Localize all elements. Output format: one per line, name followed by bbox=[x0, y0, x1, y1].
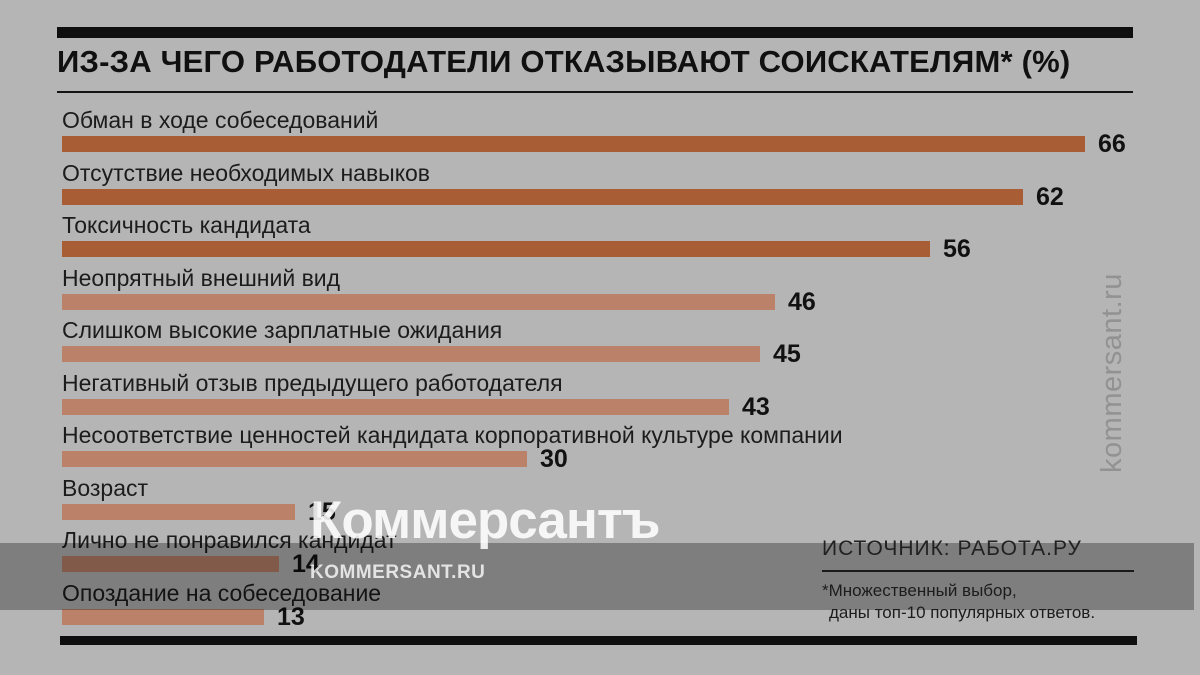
bar-label: Негативный отзыв предыдущего работодател… bbox=[62, 370, 563, 396]
footnote: *Множественный выбор, даны топ-10 популя… bbox=[822, 580, 1134, 624]
bar-row: Опоздание на собеседование 13 bbox=[0, 580, 1200, 633]
kommersant-logo-watermark: Коммерсантъ bbox=[310, 491, 660, 550]
title-underline bbox=[57, 91, 1133, 93]
bar bbox=[62, 189, 1023, 205]
bar-label: Неопрятный внешний вид bbox=[62, 265, 341, 291]
bar bbox=[62, 136, 1085, 152]
bar-label: Опоздание на собеседование bbox=[62, 580, 382, 606]
bar-row: Слишком высокие зарплатные ожидания 45 bbox=[0, 317, 1200, 370]
bar-chart: Обман в ходе собеседований 66 Отсутствие н… bbox=[0, 107, 1200, 637]
bar-label: Отсутствие необходимых навыков bbox=[62, 160, 431, 186]
bar-row: Возраст 15 bbox=[0, 475, 1200, 528]
bottom-rule bbox=[60, 636, 1137, 645]
bar-label: Слишком высокие зарплатные ожидания bbox=[62, 317, 503, 343]
source-block: ИСТОЧНИК: РАБОТА.РУ *Множественный выбор… bbox=[822, 536, 1134, 624]
bar bbox=[62, 346, 760, 362]
bar-row: Несоответствие ценностей кандидата корпо… bbox=[0, 422, 1200, 475]
bar-value: 15 bbox=[308, 498, 336, 526]
bar-label: Лично не понравился кандидат bbox=[62, 527, 397, 553]
bar-label: Возраст bbox=[62, 475, 149, 501]
bar bbox=[62, 609, 264, 625]
chart-title: ИЗ-ЗА ЧЕГО РАБОТОДАТЕЛИ ОТКАЗЫВАЮТ СОИСК… bbox=[57, 44, 1071, 79]
bar bbox=[62, 241, 930, 257]
bar-row: Токсичность кандидата 56 bbox=[0, 212, 1200, 265]
bar-value: 66 bbox=[1098, 130, 1126, 158]
bar-row: Негативный отзыв предыдущего работодател… bbox=[0, 370, 1200, 423]
bar-label: Токсичность кандидата bbox=[62, 212, 311, 238]
bar-value: 43 bbox=[742, 393, 770, 421]
bar-row: Неопрятный внешний вид 46 bbox=[0, 265, 1200, 318]
bar-value: 56 bbox=[943, 235, 971, 263]
bar-label: Несоответствие ценностей кандидата корпо… bbox=[62, 422, 843, 448]
bar bbox=[62, 294, 775, 310]
bar-value: 45 bbox=[773, 340, 801, 368]
bar-value: 13 bbox=[277, 603, 305, 631]
bar-value: 62 bbox=[1036, 183, 1064, 211]
bar-label: Обман в ходе собеседований bbox=[62, 107, 379, 133]
bar bbox=[62, 504, 295, 520]
bar-value: 14 bbox=[292, 550, 320, 578]
kommersant-vertical-watermark: kommersant.ru bbox=[1096, 273, 1128, 473]
bar-row: Отсутствие необходимых навыков 62 bbox=[0, 160, 1200, 213]
watermark-band bbox=[0, 543, 1194, 610]
source-label: ИСТОЧНИК: РАБОТА.РУ bbox=[822, 537, 1082, 560]
source-divider bbox=[822, 570, 1134, 572]
bar-value: 46 bbox=[788, 288, 816, 316]
bar bbox=[62, 451, 527, 467]
kommersant-site-watermark: KOMMERSANT.RU bbox=[310, 562, 486, 583]
footnote-line-2: даны топ-10 популярных ответов. bbox=[829, 603, 1096, 622]
top-rule bbox=[57, 27, 1133, 38]
bar bbox=[62, 399, 729, 415]
bar bbox=[62, 556, 279, 572]
bar-row: Обман в ходе собеседований 66 bbox=[0, 107, 1200, 160]
bar-value: 30 bbox=[540, 445, 568, 473]
footnote-line-1: *Множественный выбор, bbox=[822, 581, 1017, 600]
bar-row: Лично не понравился кандидат 14 bbox=[0, 527, 1200, 580]
